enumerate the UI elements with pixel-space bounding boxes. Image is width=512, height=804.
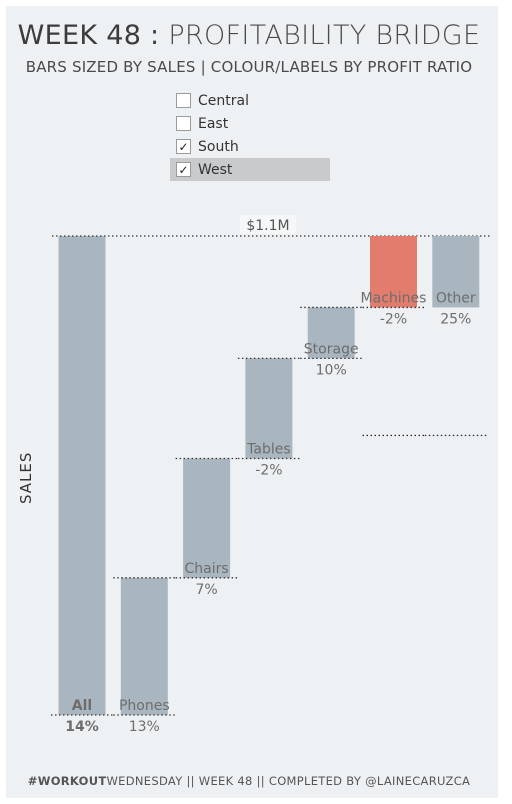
region-filter: Central East ✓ South ✓ West	[170, 89, 330, 181]
footer-hashtag-bold: #WORKOUT	[27, 774, 107, 788]
filter-label-south: South	[198, 138, 239, 155]
bar-chairs	[183, 458, 231, 578]
check-icon: ✓	[178, 162, 189, 177]
filter-label-central: Central	[198, 92, 249, 109]
filter-item-west[interactable]: ✓ West	[170, 158, 330, 181]
bar-tables	[245, 358, 293, 459]
footer-rest: || WEEK 48 || COMPLETED BY @LAINECARUZCA	[182, 774, 471, 788]
check-icon: ✓	[178, 139, 189, 154]
bar-all	[58, 236, 106, 715]
profit-ratio-label: 14%	[65, 719, 99, 735]
filter-label-west: West	[198, 161, 233, 178]
checkbox-central[interactable]	[176, 93, 191, 108]
title-week: WEEK 48	[17, 20, 142, 51]
bar-storage	[307, 307, 355, 359]
page-subtitle: BARS SIZED BY SALES | COLOUR/LABELS BY P…	[25, 58, 473, 76]
footer-hashtag-rest: WEDNESDAY	[106, 774, 183, 788]
footer-credit: #WORKOUTWEDNESDAY || WEEK 48 || COMPLETE…	[0, 774, 498, 788]
page-title: WEEK 48 : PROFITABILITY BRIDGE	[0, 20, 498, 51]
bar-machines	[370, 236, 417, 308]
title-separator: :	[141, 20, 169, 51]
profit-ratio-label: -2%	[380, 311, 407, 327]
profit-ratio-label: 13%	[129, 719, 160, 735]
bar-other	[432, 236, 480, 308]
checkbox-east[interactable]	[176, 116, 191, 131]
category-label: Other	[436, 290, 476, 306]
profit-ratio-label: -2%	[255, 463, 282, 479]
category-label: Chairs	[185, 561, 229, 577]
category-label: Storage	[304, 341, 359, 357]
total-label-bg	[240, 215, 296, 234]
profit-ratio-label: 7%	[195, 582, 217, 598]
total-sales-label: $1.1M	[246, 218, 289, 234]
category-label: All	[72, 698, 92, 714]
checkbox-south[interactable]: ✓	[176, 139, 191, 154]
filter-item-central[interactable]: Central	[170, 89, 330, 112]
title-text: PROFITABILITY BRIDGE	[168, 20, 481, 51]
category-label: Phones	[119, 698, 170, 714]
profit-ratio-label: 25%	[440, 311, 471, 327]
filter-item-south[interactable]: ✓ South	[170, 135, 330, 158]
filter-item-east[interactable]: East	[170, 112, 330, 135]
checkbox-west[interactable]: ✓	[176, 162, 191, 177]
profit-ratio-label: 10%	[316, 362, 347, 378]
filter-label-east: East	[198, 115, 229, 132]
bar-phones	[120, 577, 168, 715]
category-label: Tables	[246, 442, 291, 458]
category-label: Machines	[361, 290, 427, 306]
